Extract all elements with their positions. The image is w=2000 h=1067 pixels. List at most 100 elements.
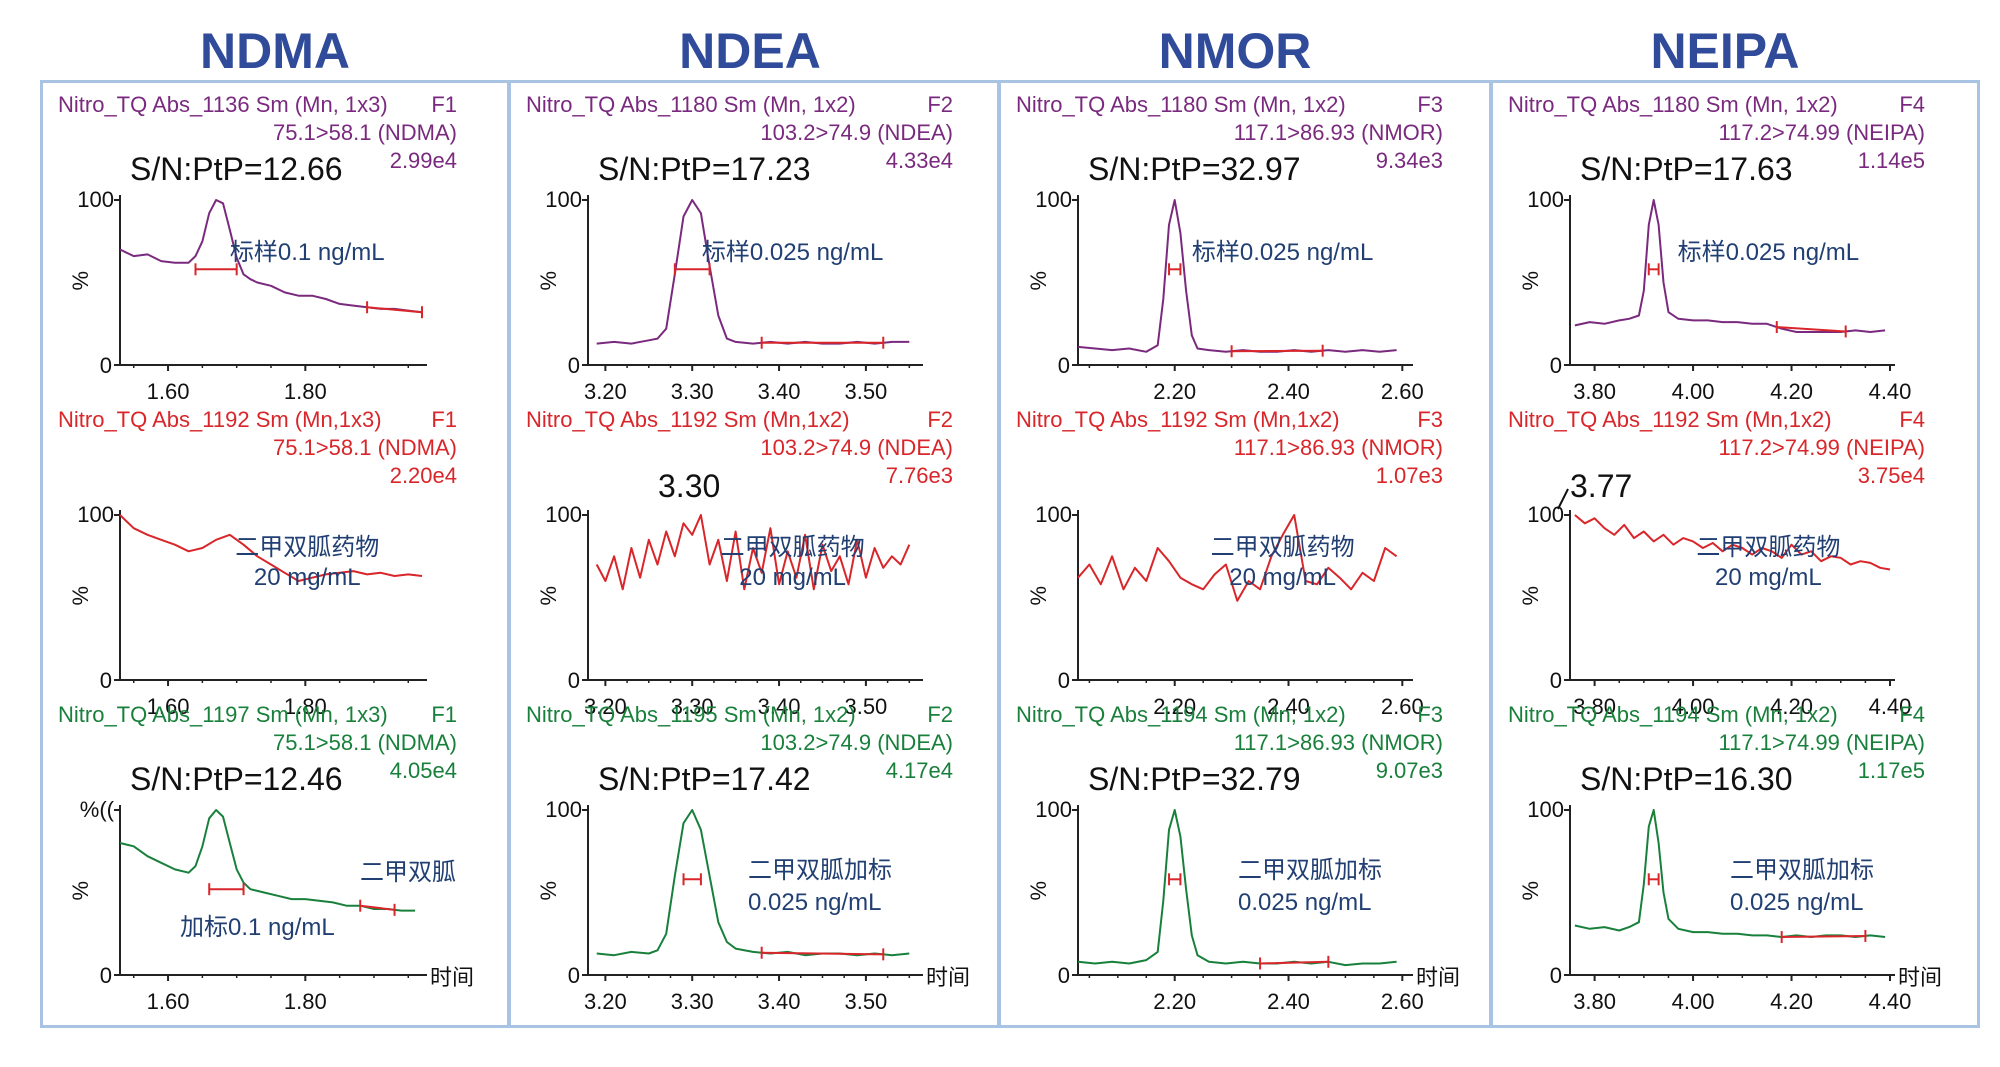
panel-transition: 75.1>58.1 (NDMA)	[273, 730, 457, 755]
chromatogram-panel: Nitro_TQ Abs_1192 Sm (Mn,1x3) F1 75.1>58.1…	[58, 407, 457, 719]
y-tick-label-top: 100	[545, 797, 582, 822]
panel-function-label: F2	[927, 702, 953, 727]
column-title-nmor: NMOR	[1158, 23, 1312, 79]
chromatogram-panel: Nitro_TQ Abs_1194 Sm (Mn, 1x2) F3 117.1>86…	[1016, 702, 1460, 1014]
panel-header-left: Nitro_TQ Abs_1194 Sm (Mn, 1x2)	[1016, 702, 1346, 727]
chromatogram-trace	[1077, 199, 1397, 353]
panel-transition: 117.2>74.99 (NEIPA)	[1719, 435, 1925, 460]
sample-annotation: 二甲双胍加标	[748, 857, 892, 884]
y-tick-label-top: 100	[77, 502, 114, 527]
signal-to-noise-label: S/N:PtP=16.30	[1580, 761, 1793, 797]
y-axis-label: %	[536, 881, 561, 901]
x-tick-label: 4.20	[1770, 989, 1813, 1014]
y-tick-label-zero: 0	[568, 963, 580, 988]
x-tick-label: 3.40	[758, 379, 801, 404]
column-title-ndea: NDEA	[679, 23, 821, 79]
x-tick-label: 1.80	[284, 379, 327, 404]
integration-marker	[761, 951, 884, 956]
y-axis-label: %	[1518, 271, 1543, 291]
y-tick-label-zero: 0	[100, 963, 112, 988]
x-tick-label: 1.60	[147, 379, 190, 404]
y-axis-label: %	[68, 271, 93, 291]
x-tick-label: 3.30	[671, 379, 714, 404]
sample-annotation: 0.025 ng/mL	[1238, 889, 1371, 916]
panel-function-label: F4	[1899, 92, 1925, 117]
panel-transition: 103.2>74.9 (NDEA)	[760, 120, 953, 145]
panel-intensity: 1.17e5	[1858, 758, 1925, 783]
integration-marker	[1260, 960, 1329, 965]
panel-function-label: F1	[431, 92, 457, 117]
signal-to-noise-label: S/N:PtP=17.23	[598, 151, 811, 187]
integration-marker	[1776, 326, 1846, 333]
chromatogram-trace	[1077, 809, 1397, 967]
x-tick-label: 2.60	[1381, 694, 1424, 719]
sample-annotation: 0.025 ng/mL	[1730, 889, 1863, 916]
y-tick-label-top: 100	[1035, 502, 1072, 527]
y-tick-label-top: 100	[1527, 187, 1564, 212]
sample-annotation: 二甲双胍药物	[721, 534, 865, 561]
y-tick-label-zero: 0	[100, 668, 112, 693]
x-tick-label: 1.60	[147, 989, 190, 1014]
x-tick-label: 4.20	[1770, 694, 1813, 719]
x-axis-label: 时间	[926, 965, 970, 990]
y-tick-label-top: 100	[545, 187, 582, 212]
sample-annotation: 二甲双胍加标	[1238, 857, 1382, 884]
panel-intensity: 1.14e5	[1858, 148, 1925, 173]
x-tick-label: 4.40	[1869, 989, 1912, 1014]
y-tick-label-zero: 0	[1058, 668, 1070, 693]
sample-annotation: 标样0.1 ng/mL	[230, 239, 385, 266]
x-tick-label: 3.20	[584, 694, 627, 719]
panel-function-label: F3	[1417, 92, 1443, 117]
panel-function-label: F1	[431, 407, 457, 432]
x-tick-label: 1.80	[284, 989, 327, 1014]
panel-function-label: F4	[1899, 702, 1925, 727]
panel-transition: 117.1>74.99 (NEIPA)	[1719, 730, 1925, 755]
panel-header-left: Nitro_TQ Abs_1192 Sm (Mn,1x2)	[526, 407, 850, 432]
peak-time-label: 3.30	[658, 468, 720, 504]
x-tick-label: 4.00	[1672, 694, 1715, 719]
y-axis-label: %	[68, 586, 93, 606]
chromatogram-trace	[596, 199, 910, 345]
sample-annotation: 20 mg/mL	[739, 564, 846, 591]
chromatogram-panel: Nitro_TQ Abs_1180 Sm (Mn, 1x2) F2 103.2>74…	[526, 92, 953, 404]
y-axis-label: %	[536, 271, 561, 291]
x-axis-label: 时间	[1416, 965, 1460, 990]
sample-annotation: 加标0.1 ng/mL	[180, 914, 335, 941]
x-tick-label: 4.40	[1869, 694, 1912, 719]
panel-function-label: F4	[1899, 407, 1925, 432]
chromatogram-panel: Nitro_TQ Abs_1192 Sm (Mn,1x2) F2 103.2>74.…	[526, 407, 953, 719]
panel-header-left: Nitro_TQ Abs_1197 Sm (Mn, 1x3)	[58, 702, 388, 727]
sample-annotation: 二甲双胍药物	[1211, 534, 1355, 561]
y-tick-label-zero: 0	[1550, 963, 1562, 988]
x-tick-label: 3.80	[1573, 379, 1616, 404]
x-tick-label: 3.50	[844, 379, 887, 404]
y-tick-label-zero: 0	[1550, 668, 1562, 693]
panel-transition: 117.1>86.93 (NMOR)	[1234, 435, 1443, 460]
chromatogram-trace	[1574, 514, 1891, 571]
panel-transition: 117.1>86.93 (NMOR)	[1234, 120, 1443, 145]
panel-function-label: F2	[927, 92, 953, 117]
column-title-neipa: NEIPA	[1650, 23, 1800, 79]
column-frame-neipa	[1490, 80, 1980, 1028]
y-tick-label-top: 100	[1035, 797, 1072, 822]
x-tick-label: 3.50	[844, 694, 887, 719]
chromatogram-trace	[595, 514, 911, 591]
sample-annotation: 20 mg/mL	[1229, 564, 1336, 591]
sample-annotation: 20 mg/mL	[254, 564, 361, 591]
x-tick-label: 3.20	[584, 379, 627, 404]
panel-intensity: 4.33e4	[886, 148, 953, 173]
panel-function-label: F3	[1417, 702, 1443, 727]
y-axis-label: %	[1026, 881, 1051, 901]
x-tick-label: 3.40	[758, 989, 801, 1014]
chromatogram-trace	[119, 809, 416, 912]
y-tick-label-zero: 0	[568, 668, 580, 693]
chromatogram-panel: Nitro_TQ Abs_1194 Sm (Mn, 1x2) F4 117.1>74…	[1508, 702, 1942, 1014]
panel-function-label: F1	[431, 702, 457, 727]
panel-transition: 75.1>58.1 (NDMA)	[273, 435, 457, 460]
sample-annotation: 二甲双胍药物	[1696, 534, 1840, 561]
sample-annotation: 标样0.025 ng/mL	[1678, 239, 1859, 266]
panel-transition: 117.1>86.93 (NMOR)	[1234, 730, 1443, 755]
y-axis-label: %	[1026, 586, 1051, 606]
x-tick-label: 2.40	[1267, 989, 1310, 1014]
